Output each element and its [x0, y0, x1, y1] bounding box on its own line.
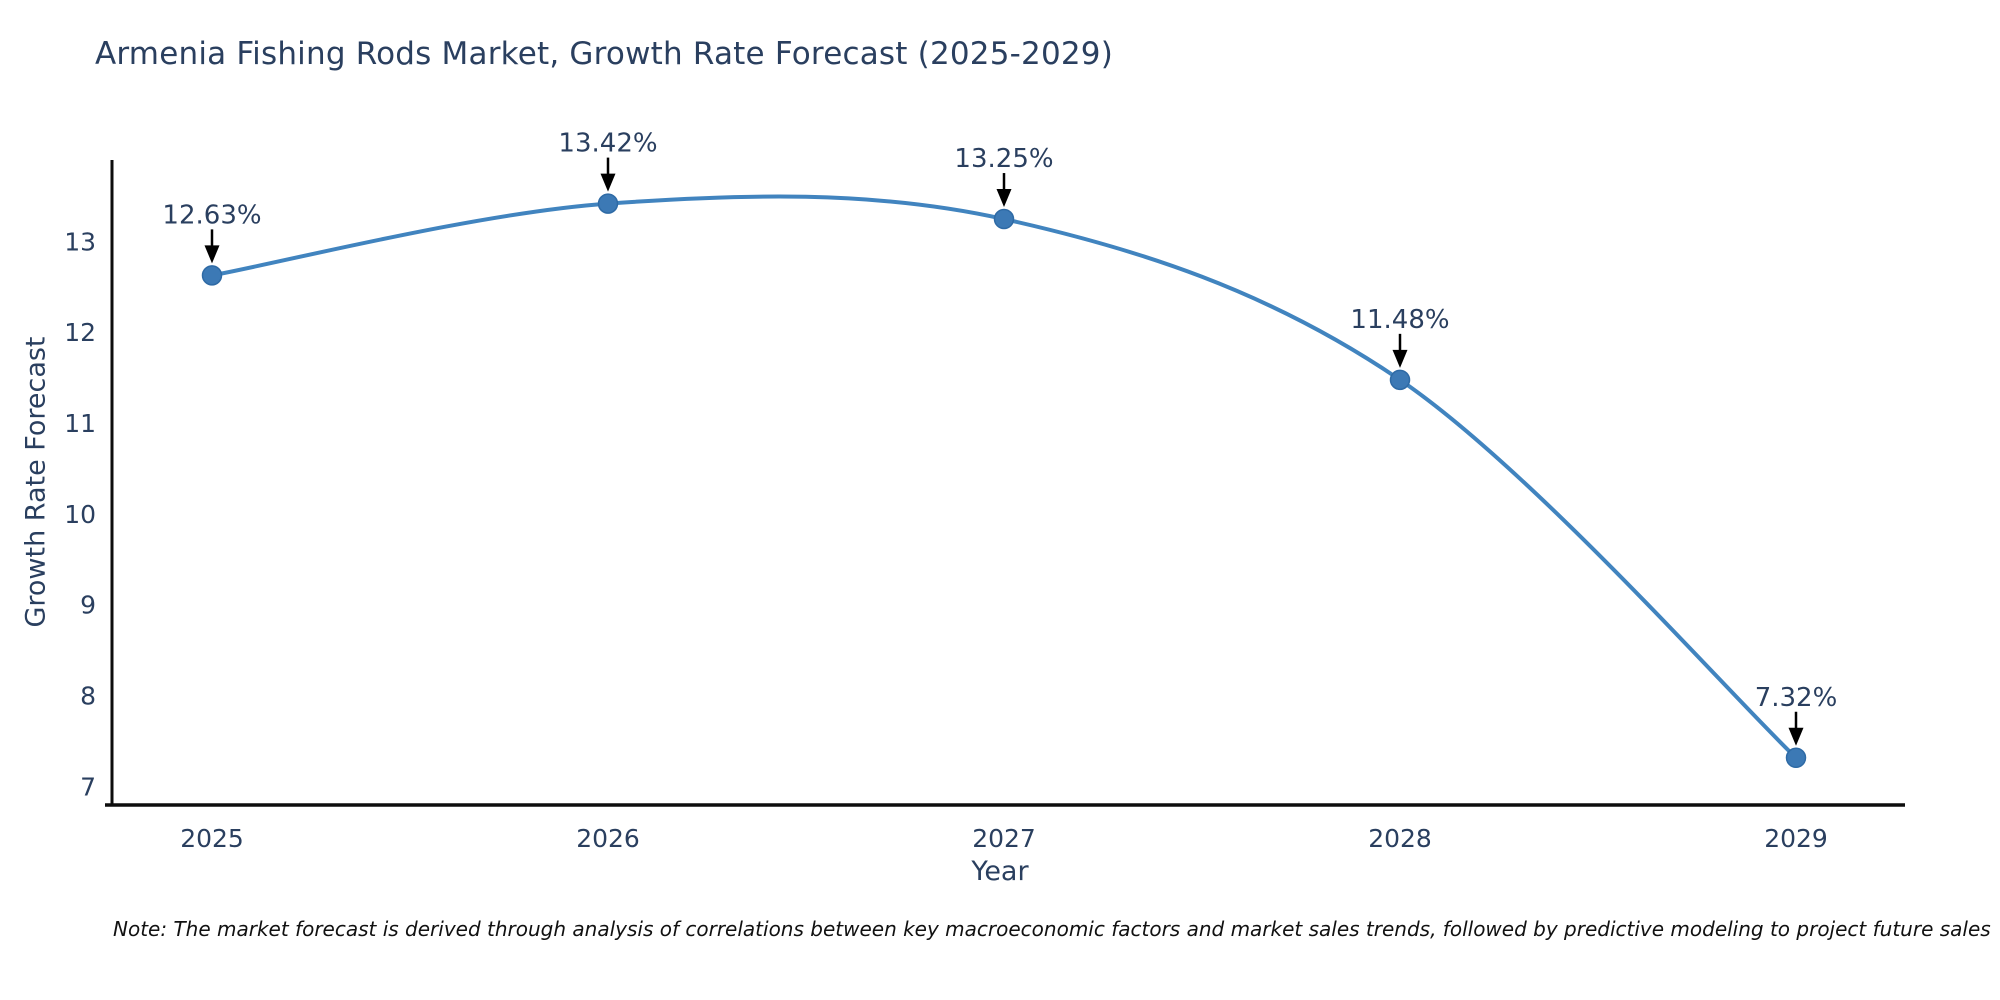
annotation-label: 13.42%	[558, 129, 657, 159]
annotation-arrow-head	[996, 189, 1012, 208]
data-point-marker	[1785, 747, 1807, 769]
data-point-marker	[1389, 369, 1411, 391]
data-point-marker	[201, 265, 223, 286]
annotation-label: 12.63%	[162, 200, 261, 230]
annotation-label: 13.25%	[954, 144, 1053, 174]
x-tick-label: 2025	[180, 824, 244, 853]
y-tick-label: 12	[64, 318, 96, 347]
x-axis-title: Year	[971, 856, 1029, 887]
forecast-line	[210, 194, 1798, 760]
x-tick-label: 2027	[972, 824, 1036, 853]
y-tick-label: 8	[80, 681, 96, 710]
y-axis-title: Growth Rate Forecast	[20, 336, 52, 628]
annotation-label: 7.32%	[1755, 683, 1838, 713]
y-tick-label: 9	[80, 591, 96, 620]
annotation-arrow-head	[1788, 727, 1804, 746]
x-tick-label: 2029	[1764, 824, 1828, 853]
chart-title: Armenia Fishing Rods Market, Growth Rate…	[95, 36, 1114, 72]
y-tick-label: 13	[64, 227, 96, 256]
footnote: Note: The market forecast is derived thr…	[113, 917, 1991, 941]
data-point-marker	[597, 193, 619, 214]
y-tick-label: 11	[64, 409, 96, 438]
annotation-label: 11.48%	[1350, 305, 1449, 335]
annotation-arrow-head	[1392, 349, 1408, 368]
annotation-arrow-head	[600, 173, 616, 192]
y-tick-label: 10	[64, 500, 96, 529]
y-tick-label: 7	[80, 772, 96, 801]
x-tick-label: 2028	[1368, 824, 1432, 853]
data-point-marker	[993, 208, 1015, 230]
annotation-arrow-head	[204, 245, 220, 264]
x-tick-label: 2026	[576, 824, 640, 853]
